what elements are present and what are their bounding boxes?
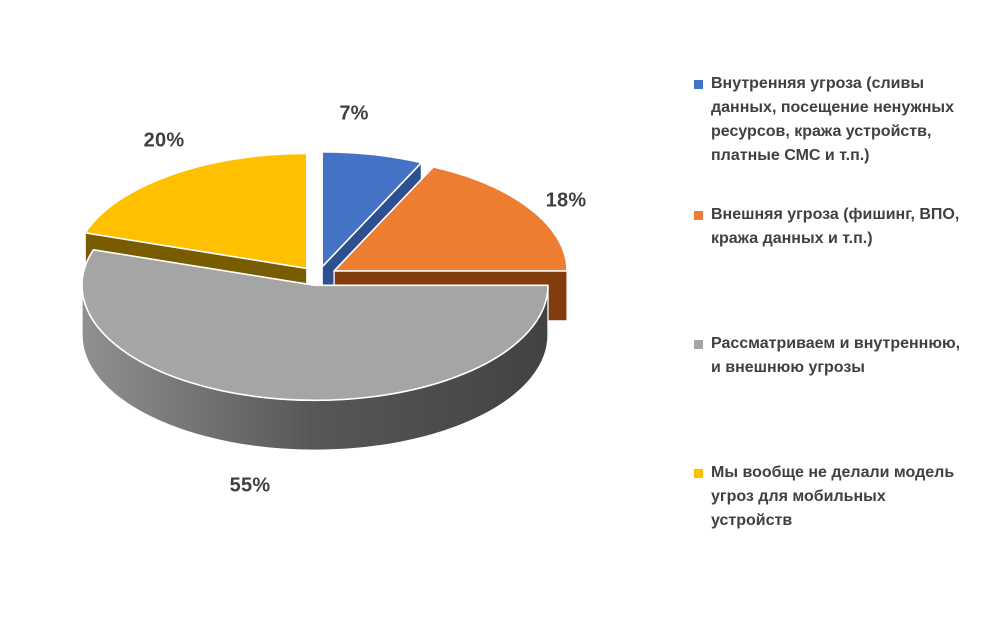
legend-item-label: Внутренняя угроза (сливы данных, посещен… bbox=[711, 75, 954, 164]
legend-item-internal-threat[interactable]: Внутренняя угроза (сливы данных, посещен… bbox=[694, 72, 963, 168]
legend-swatch-blue bbox=[694, 80, 703, 89]
legend-swatch-gray bbox=[694, 340, 703, 349]
legend-item-label: Мы вообще не делали модель угроз для моб… bbox=[711, 464, 955, 529]
data-label-yellow-slice: 20% bbox=[143, 129, 185, 152]
pie-slice-yellow-top[interactable] bbox=[84, 152, 308, 270]
pie-slice-orange-top[interactable] bbox=[333, 166, 568, 272]
legend-item-external-threat[interactable]: Внешняя угроза (фишинг, ВПО, кража данны… bbox=[694, 203, 963, 251]
pie-slice-blue-top[interactable] bbox=[321, 150, 423, 268]
legend-item-label: Внешняя угроза (фишинг, ВПО, кража данны… bbox=[711, 206, 960, 247]
legend-item-label: Рассматриваем и внутреннюю, и внешнюю уг… bbox=[711, 335, 961, 376]
legend-item-both-threats[interactable]: Рассматриваем и внутреннюю, и внешнюю уг… bbox=[694, 332, 963, 380]
data-label-gray-slice: 55% bbox=[229, 474, 271, 497]
legend-item-no-threat-model[interactable]: Мы вообще не делали модель угроз для моб… bbox=[694, 461, 963, 533]
data-label-orange-slice: 18% bbox=[545, 189, 587, 212]
pie-slice-gray-top[interactable] bbox=[81, 249, 549, 402]
legend-swatch-orange bbox=[694, 211, 703, 220]
data-label-blue-slice: 7% bbox=[339, 102, 369, 125]
legend-swatch-yellow bbox=[694, 469, 703, 478]
